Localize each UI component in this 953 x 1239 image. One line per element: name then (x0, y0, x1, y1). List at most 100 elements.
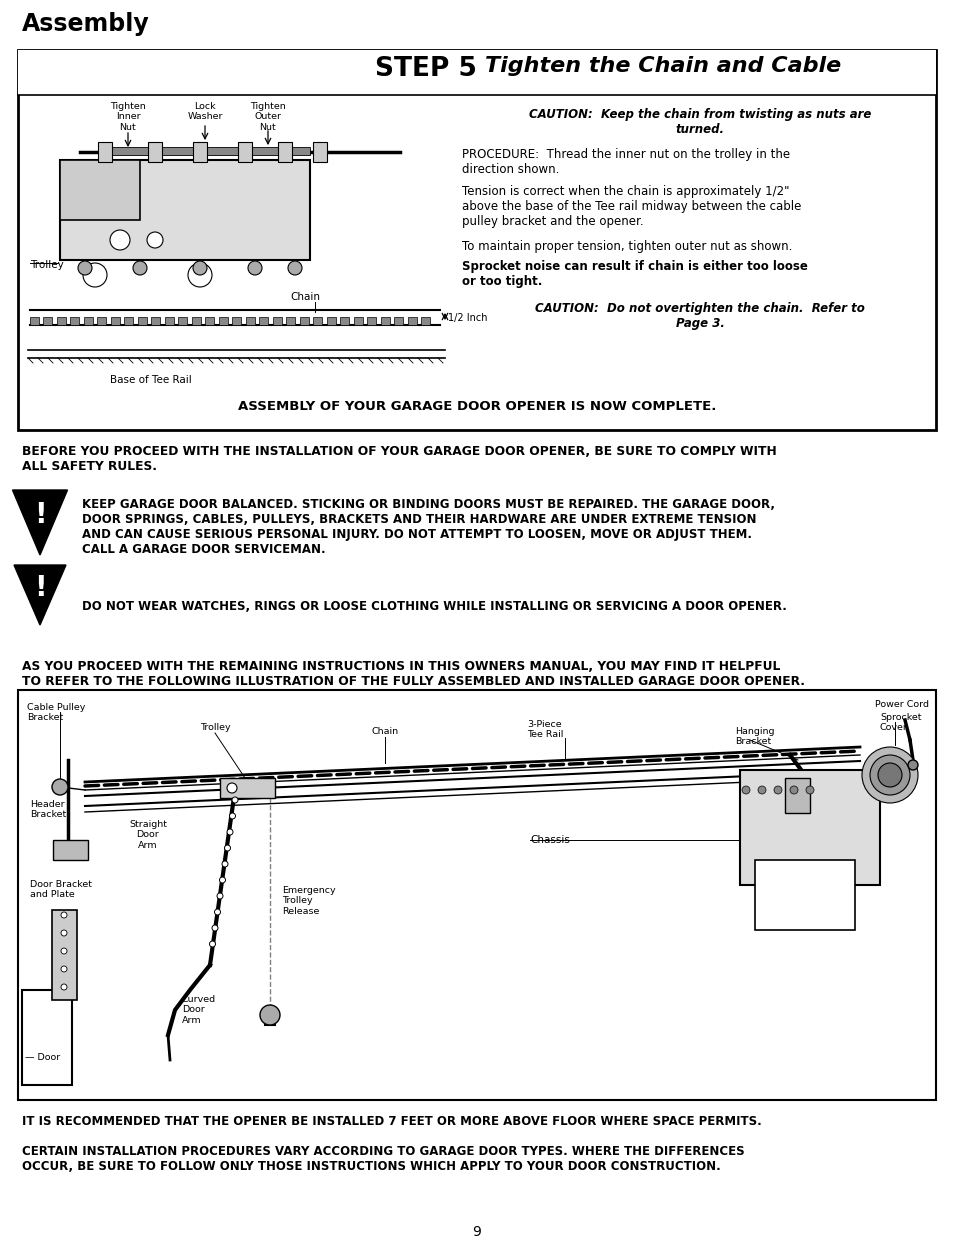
Circle shape (61, 912, 67, 918)
Polygon shape (12, 489, 68, 555)
Circle shape (214, 909, 220, 914)
Text: ASSEMBLY OF YOUR GARAGE DOOR OPENER IS NOW COMPLETE.: ASSEMBLY OF YOUR GARAGE DOOR OPENER IS N… (237, 400, 716, 413)
Bar (152, 317, 160, 325)
Text: 3-Piece
Tee Rail: 3-Piece Tee Rail (526, 720, 562, 740)
Bar (354, 317, 363, 325)
Bar (178, 317, 188, 325)
Text: Hanging
Bracket: Hanging Bracket (734, 727, 774, 746)
Bar (299, 317, 309, 325)
Bar (44, 317, 52, 325)
Text: Lock
Washer: Lock Washer (187, 102, 222, 121)
Text: CAUTION:  Do not overtighten the chain.  Refer to
Page 3.: CAUTION: Do not overtighten the chain. R… (535, 302, 864, 330)
Bar (205, 317, 214, 325)
Bar (233, 317, 241, 325)
Bar (125, 317, 133, 325)
Bar (219, 317, 228, 325)
Bar (237, 142, 252, 162)
Bar (52, 909, 77, 1000)
Text: Sprocket noise can result if chain is either too loose
or too tight.: Sprocket noise can result if chain is ei… (461, 260, 807, 287)
Circle shape (83, 263, 107, 287)
Bar (165, 317, 173, 325)
Bar (286, 317, 295, 325)
Circle shape (210, 940, 215, 947)
Text: AS YOU PROCEED WITH THE REMAINING INSTRUCTIONS IN THIS OWNERS MANUAL, YOU MAY FI: AS YOU PROCEED WITH THE REMAINING INSTRU… (22, 660, 804, 688)
Circle shape (188, 263, 212, 287)
Text: KEEP GARAGE DOOR BALANCED. STICKING OR BINDING DOORS MUST BE REPAIRED. THE GARAG: KEEP GARAGE DOOR BALANCED. STICKING OR B… (82, 498, 774, 556)
Bar (327, 317, 335, 325)
Text: Power Cord: Power Cord (874, 700, 928, 709)
Text: CERTAIN INSTALLATION PROCEDURES VARY ACCORDING TO GARAGE DOOR TYPES. WHERE THE D: CERTAIN INSTALLATION PROCEDURES VARY ACC… (22, 1145, 744, 1173)
Text: 1/2 Inch: 1/2 Inch (448, 313, 487, 323)
Text: BEFORE YOU PROCEED WITH THE INSTALLATION OF YOUR GARAGE DOOR OPENER, BE SURE TO : BEFORE YOU PROCEED WITH THE INSTALLATION… (22, 445, 776, 473)
Text: Straight
Door
Arm: Straight Door Arm (129, 820, 167, 850)
Circle shape (758, 786, 765, 794)
Bar (380, 317, 390, 325)
Circle shape (230, 813, 235, 819)
Text: Trolley: Trolley (199, 724, 230, 732)
Bar (71, 317, 79, 325)
Circle shape (110, 230, 130, 250)
Circle shape (78, 261, 91, 275)
Text: !: ! (33, 574, 47, 602)
Bar (193, 142, 207, 162)
Text: Chain: Chain (290, 292, 319, 302)
Text: Emergency
Trolley
Release: Emergency Trolley Release (282, 886, 335, 916)
Text: Door Bracket
and Plate: Door Bracket and Plate (30, 880, 91, 900)
Circle shape (773, 786, 781, 794)
Text: Trolley: Trolley (30, 260, 64, 270)
Bar (754, 860, 854, 930)
Circle shape (61, 984, 67, 990)
Circle shape (232, 797, 237, 803)
Circle shape (260, 1005, 280, 1025)
Bar (367, 317, 376, 325)
Text: !: ! (33, 501, 47, 529)
Bar (18, 690, 935, 1100)
Circle shape (61, 966, 67, 973)
Bar (148, 142, 162, 162)
Text: PROCEDURE:  Thread the inner nut on the trolley in the
direction shown.: PROCEDURE: Thread the inner nut on the t… (461, 147, 789, 176)
Bar (277, 142, 292, 162)
Circle shape (789, 786, 797, 794)
Bar (84, 317, 92, 325)
Circle shape (147, 232, 163, 248)
Circle shape (741, 786, 749, 794)
Text: Tighten the Chain and Cable: Tighten the Chain and Cable (484, 56, 841, 76)
Bar (340, 317, 349, 325)
Text: Header
Bracket: Header Bracket (30, 800, 66, 819)
Text: Tighten
Outer
Nut: Tighten Outer Nut (250, 102, 286, 131)
Bar (30, 317, 39, 325)
Circle shape (805, 786, 813, 794)
Bar (60, 160, 140, 221)
Circle shape (862, 747, 917, 803)
Bar (138, 317, 147, 325)
Text: CAUTION:  Keep the chain from twisting as nuts are
turned.: CAUTION: Keep the chain from twisting as… (528, 108, 870, 136)
Bar (273, 317, 282, 325)
Circle shape (907, 760, 917, 769)
Text: IT IS RECOMMENDED THAT THE OPENER BE INSTALLED 7 FEET OR MORE ABOVE FLOOR WHERE : IT IS RECOMMENDED THAT THE OPENER BE INS… (22, 1115, 760, 1127)
Polygon shape (14, 565, 66, 624)
Text: Cable Pulley
Bracket: Cable Pulley Bracket (27, 703, 85, 722)
Circle shape (877, 763, 901, 787)
Text: STEP 5: STEP 5 (375, 56, 476, 82)
Bar (22, 990, 71, 1085)
Circle shape (248, 261, 262, 275)
Bar (421, 317, 430, 325)
Bar (192, 317, 201, 325)
Text: Base of Tee Rail: Base of Tee Rail (110, 375, 192, 385)
Bar (98, 142, 112, 162)
Bar (18, 50, 935, 430)
Circle shape (869, 755, 909, 795)
Bar (97, 317, 107, 325)
Text: Sprocket
Cover: Sprocket Cover (879, 712, 921, 732)
Text: Assembly: Assembly (22, 12, 150, 36)
Text: Tighten
Inner
Nut: Tighten Inner Nut (110, 102, 146, 131)
Text: Chassis: Chassis (530, 835, 569, 845)
Text: 9: 9 (472, 1225, 481, 1239)
Circle shape (52, 779, 68, 795)
Bar (740, 769, 879, 885)
Bar (220, 778, 274, 798)
Bar (314, 317, 322, 325)
Text: Curved
Door
Arm: Curved Door Arm (182, 995, 216, 1025)
Text: To maintain proper tension, tighten outer nut as shown.: To maintain proper tension, tighten oute… (461, 240, 792, 253)
Circle shape (227, 783, 236, 793)
